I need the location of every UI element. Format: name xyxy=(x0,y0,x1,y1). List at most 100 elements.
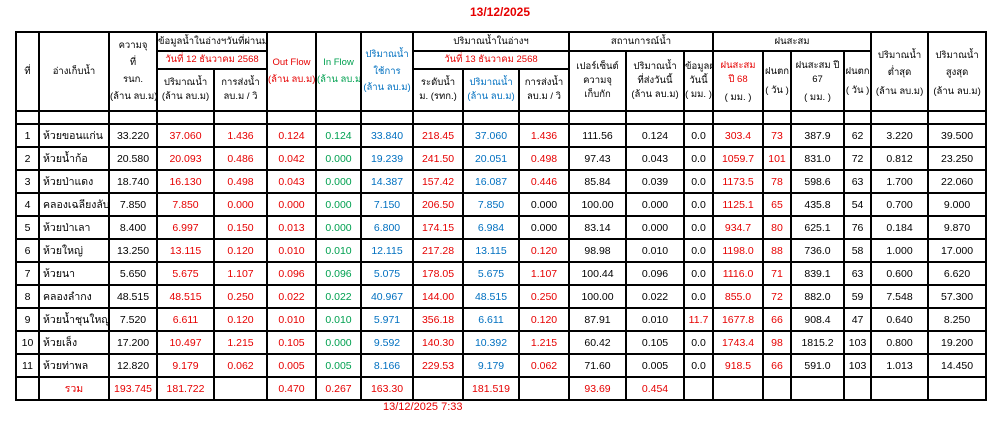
cell-usable: 9.592 xyxy=(360,330,414,355)
cell-capacity: 7.520 xyxy=(108,307,158,332)
cell-level13: 178.05 xyxy=(412,261,464,286)
cell-min: 7.548 xyxy=(870,284,930,309)
cell-min: 1.000 xyxy=(870,238,930,263)
cell-capacity: 33.220 xyxy=(108,123,158,148)
cell-send12: 1.107 xyxy=(213,261,268,286)
rain-days-67-title: ฝนตก xyxy=(845,65,870,77)
cell-rain68: 855.0 xyxy=(712,284,765,309)
cell-pct: 97.43 xyxy=(568,146,627,171)
group-header-previous-day: ข้อมูลน้ำในอ่างฯวันที่ผ่านมา xyxy=(156,31,268,52)
cell-send13: 0.000 xyxy=(518,215,570,240)
cell-raindays68: 71 xyxy=(762,261,793,286)
cell-vol13: 13.115 xyxy=(462,238,520,263)
cell-capacity: 12.820 xyxy=(108,353,158,378)
cell-vol12: 9.179 xyxy=(156,353,215,378)
cell-sent_today xyxy=(625,110,685,125)
cell-no: 11 xyxy=(15,353,40,378)
rain-days-67-unit: ( วัน ) xyxy=(845,84,870,96)
rain-67-unit: ( มม. ) xyxy=(804,92,831,104)
cell-outflow: 0.005 xyxy=(266,353,317,378)
cell-min: 0.600 xyxy=(870,261,930,286)
cell-rain67: 435.8 xyxy=(790,192,846,217)
cell-vol12: 37.060 xyxy=(156,123,215,148)
reservoir-row: 6 ห้วยใหญ่ 13.250 13.115 0.120 0.010 0.010 12.1… xyxy=(15,238,988,263)
cell-level13: 140.30 xyxy=(412,330,464,355)
col-header-no: ที่ xyxy=(15,31,40,112)
cell-send13: 0.250 xyxy=(518,284,570,309)
cell-rain67: 625.1 xyxy=(790,215,846,240)
cell-rain67: 591.0 xyxy=(790,353,846,378)
cell-rain_today: 0.0 xyxy=(682,261,715,286)
cell-name: คลองลำกง xyxy=(38,284,110,309)
cell-vol12: 6.611 xyxy=(156,307,215,332)
cell-min: 0.640 xyxy=(870,307,930,332)
cell-vol12: 16.130 xyxy=(156,169,215,194)
cell-rain_today xyxy=(682,376,715,401)
cell-sent_today: 0.022 xyxy=(625,284,685,309)
cell-usable: 8.166 xyxy=(360,353,414,378)
cell-rain68: 1125.1 xyxy=(712,192,765,217)
cell-raindays68: 78 xyxy=(762,169,793,194)
cell-max: 57.300 xyxy=(927,284,988,309)
cell-min: 0.700 xyxy=(870,192,930,217)
cell-level13: 241.50 xyxy=(412,146,464,171)
cell-rain_today: 0.0 xyxy=(682,353,715,378)
cell-rain68 xyxy=(712,376,765,401)
cell-raindays68: 66 xyxy=(762,353,793,378)
cell-raindays67: 76 xyxy=(843,215,873,240)
cell-level13: 144.00 xyxy=(412,284,464,309)
cell-rain67: 387.9 xyxy=(790,123,846,148)
cell-max: 9.000 xyxy=(927,192,988,217)
cell-no: 6 xyxy=(15,238,40,263)
cell-inflow xyxy=(315,110,362,125)
cell-inflow: 0.010 xyxy=(315,238,362,263)
cell-level13: 157.42 xyxy=(412,169,464,194)
col-header-rain-today: ข้อมูลฝนวันนี้( มม. ) xyxy=(682,50,715,112)
cell-vol13: 5.675 xyxy=(462,261,520,286)
cell-sent_today: 0.010 xyxy=(625,307,685,332)
col-header-rain-days-68: ฝนตก ( วัน ) xyxy=(762,50,793,112)
cell-rain67: 598.6 xyxy=(790,169,846,194)
cell-rain68: 1173.5 xyxy=(712,169,765,194)
cell-usable: 40.967 xyxy=(360,284,414,309)
col-header-volume-12: ปริมาณน้ำ (ล้าน ลบ.ม) xyxy=(156,68,215,112)
cell-capacity: 13.250 xyxy=(108,238,158,263)
cell-rain67: 908.4 xyxy=(790,307,846,332)
cell-outflow xyxy=(266,110,317,125)
col-header-outflow: Out Flow (ล้าน ลบ.ม) xyxy=(266,31,317,112)
cell-inflow: 0.022 xyxy=(315,284,362,309)
cell-name: ห้วยใหญ่ xyxy=(38,238,110,263)
reservoir-row: 11 ห้วยท่าพล 12.820 9.179 0.062 0.005 0.005 8.1… xyxy=(15,353,988,378)
cell-inflow: 0.124 xyxy=(315,123,362,148)
col-header-usable: ปริมาณน้ำ ใช้การ (ล้าน ลบ.ม) xyxy=(360,31,414,112)
reservoir-row: 1 ห้วยขอนแก่น 33.220 37.060 1.436 0.124 0.124 3… xyxy=(15,123,988,148)
cell-raindays68: 98 xyxy=(762,330,793,355)
cell-max xyxy=(927,110,988,125)
cell-rain_today: 0.0 xyxy=(682,284,715,309)
cell-pct: 87.91 xyxy=(568,307,627,332)
cell-rain_today: 0.0 xyxy=(682,146,715,171)
cell-pct: 71.60 xyxy=(568,353,627,378)
cell-raindays67: 59 xyxy=(843,284,873,309)
cell-no: 8 xyxy=(15,284,40,309)
max-volume-unit: (ล้าน ลบ.ม) xyxy=(933,85,981,97)
cell-send12: 0.486 xyxy=(213,146,268,171)
cell-vol13: 181.519 xyxy=(462,376,520,401)
group-header-today: ปริมาณน้ำในอ่างฯ xyxy=(412,31,570,52)
today-date-header: วันที่ 13 ธันวาคม 2568 xyxy=(412,50,570,70)
cell-no: 1 xyxy=(15,123,40,148)
cell-rain67: 1815.2 xyxy=(790,330,846,355)
cell-rain_today xyxy=(682,110,715,125)
min-volume-unit: (ล้าน ลบ.ม) xyxy=(875,85,924,97)
col-header-percent-capacity: เปอร์เซ็นต์ ความจุ เก็บกัก xyxy=(568,50,627,112)
cell-min: 3.220 xyxy=(870,123,930,148)
cell-max: 22.060 xyxy=(927,169,988,194)
cell-rain_today: 0.0 xyxy=(682,238,715,263)
col-header-inflow: In Flow (ล้าน ลบ.ม) xyxy=(315,31,362,112)
col-header-sent-today: ปริมาณน้ำ ที่ส่งวันนี้ (ล้าน ลบ.ม) xyxy=(625,50,685,112)
cell-sent_today: 0.000 xyxy=(625,215,685,240)
cell-vol12: 7.850 xyxy=(156,192,215,217)
reservoir-row: 5 ห้วยป่าเลา 8.400 6.997 0.150 0.013 0.000 6.80… xyxy=(15,215,988,240)
cell-inflow: 0.000 xyxy=(315,146,362,171)
cell-no: 10 xyxy=(15,330,40,355)
